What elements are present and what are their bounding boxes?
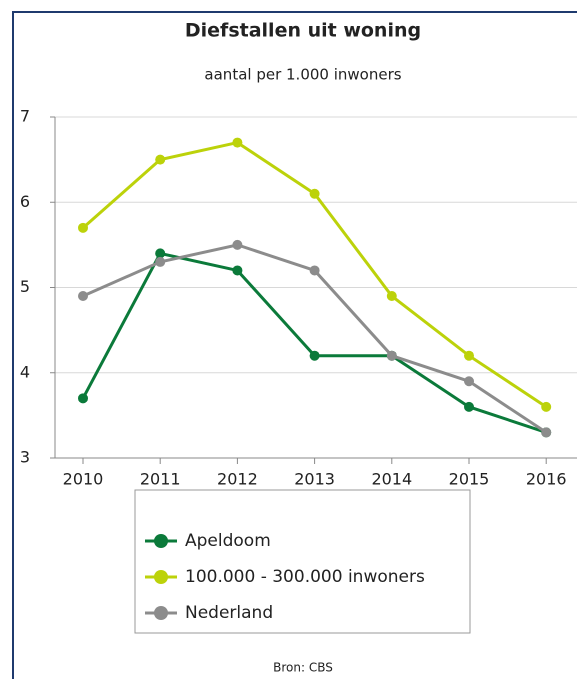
data-point — [309, 350, 320, 361]
data-point — [309, 265, 320, 276]
data-point — [386, 291, 397, 302]
data-point — [386, 350, 397, 361]
x-tick-label: 2015 — [449, 470, 490, 489]
source: Bron: CBS — [273, 661, 333, 675]
data-point — [155, 256, 166, 267]
data-point — [78, 291, 88, 302]
data-point — [232, 137, 243, 148]
x-tick-label: 2011 — [140, 470, 181, 489]
data-point — [155, 248, 166, 259]
legend-label: 100.000 - 300.000 inwoners — [185, 567, 425, 587]
legend-label: Apeldoom — [185, 531, 271, 551]
chart-subtitle: aantal per 1.000 inwoners — [204, 66, 401, 84]
y-tick-label: 5 — [20, 277, 30, 296]
x-tick-label: 2016 — [526, 470, 567, 489]
legend-marker — [154, 606, 168, 620]
data-point — [155, 154, 166, 165]
y-tick-label: 7 — [20, 107, 30, 126]
chart-title: Diefstallen uit woning — [185, 20, 421, 42]
data-point — [464, 401, 474, 412]
data-point — [541, 427, 552, 438]
x-tick-label: 2010 — [63, 470, 104, 489]
data-point — [232, 265, 243, 276]
data-point — [541, 401, 552, 412]
x-tick-label: 2012 — [217, 470, 258, 489]
data-point — [78, 222, 88, 233]
x-tick-label: 2014 — [371, 470, 412, 489]
legend-label: Nederland — [185, 603, 273, 623]
data-point — [464, 350, 474, 361]
legend-marker — [154, 534, 168, 548]
x-tick-label: 2013 — [294, 470, 335, 489]
y-tick-label: 6 — [20, 192, 30, 211]
data-point — [309, 188, 320, 199]
y-tick-label: 4 — [20, 362, 30, 381]
data-point — [464, 376, 474, 387]
data-point — [232, 239, 243, 250]
frame — [12, 11, 577, 679]
y-tick-label: 3 — [20, 448, 30, 467]
data-point — [78, 393, 88, 404]
legend-marker — [154, 570, 168, 584]
legend-box — [134, 489, 471, 634]
